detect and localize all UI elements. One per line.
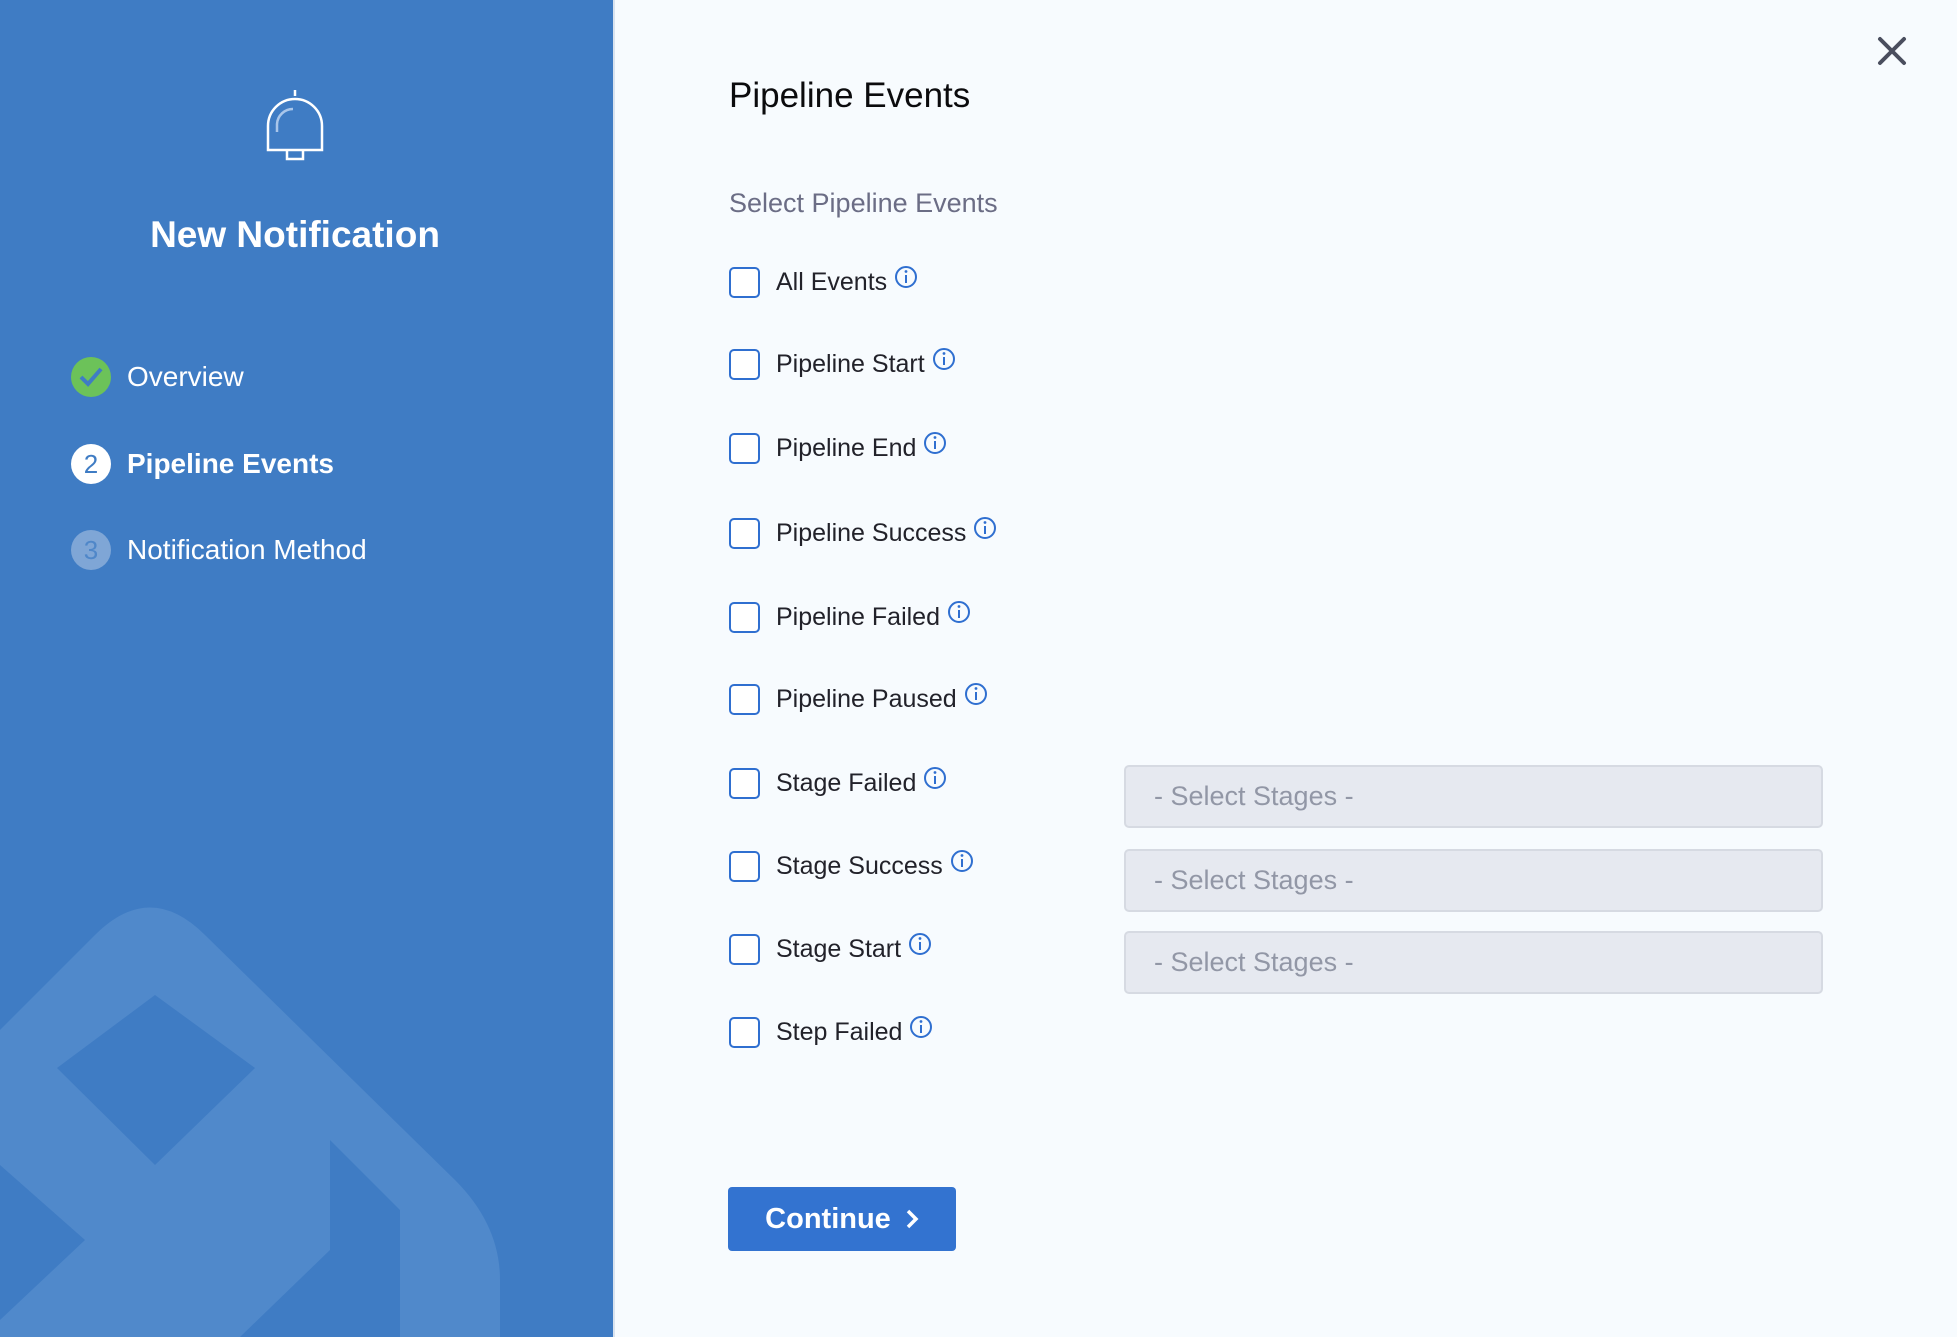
event-checkbox[interactable]	[729, 348, 760, 380]
page-title: Pipeline Events	[729, 76, 971, 115]
step-label: Overview	[127, 361, 244, 392]
event-row: Stage Start	[729, 929, 932, 969]
select-stages-dropdown[interactable]: - Select Stages -	[1124, 765, 1823, 828]
event-label[interactable]: Pipeline End	[776, 433, 917, 462]
event-row: Step Failed	[729, 1012, 933, 1052]
step-number: 3	[71, 530, 111, 570]
event-checkbox[interactable]	[729, 601, 760, 633]
close-icon[interactable]	[1874, 33, 1910, 69]
select-stages-dropdown[interactable]: - Select Stages -	[1124, 931, 1823, 994]
chevron-right-icon	[906, 1209, 919, 1229]
info-icon[interactable]	[894, 265, 918, 289]
event-checkbox[interactable]	[729, 683, 760, 715]
step-number: 2	[71, 444, 111, 484]
event-label[interactable]: Pipeline Paused	[776, 684, 957, 713]
event-row: Pipeline Success	[729, 513, 997, 553]
event-checkbox[interactable]	[729, 517, 760, 549]
info-icon[interactable]	[908, 932, 932, 956]
event-checkbox[interactable]	[729, 1016, 760, 1048]
event-label[interactable]: Stage Failed	[776, 768, 917, 797]
info-icon[interactable]	[909, 1015, 933, 1039]
event-label[interactable]: Pipeline Start	[776, 349, 925, 378]
continue-label: Continue	[765, 1202, 891, 1235]
wizard-title: New Notification	[150, 214, 440, 255]
info-icon[interactable]	[923, 431, 947, 455]
wizard-sidebar: New Notification Overview 2 Pipeline Eve…	[0, 0, 615, 1337]
event-row: Pipeline Failed	[729, 597, 971, 637]
check-circle-icon	[71, 357, 111, 397]
event-checkbox[interactable]	[729, 266, 760, 298]
info-icon[interactable]	[973, 516, 997, 540]
event-label[interactable]: Step Failed	[776, 1017, 903, 1046]
select-stages-dropdown[interactable]: - Select Stages -	[1124, 849, 1823, 912]
step-notification-method[interactable]: 3 Notification Method	[71, 530, 367, 570]
info-icon[interactable]	[932, 347, 956, 371]
event-row: Pipeline End	[729, 428, 947, 468]
event-label[interactable]: Stage Success	[776, 851, 943, 880]
event-label[interactable]: Pipeline Failed	[776, 602, 940, 631]
step-label: Pipeline Events	[127, 448, 334, 479]
info-icon[interactable]	[964, 682, 988, 706]
logo-watermark	[0, 907, 500, 1337]
info-icon[interactable]	[950, 849, 974, 873]
event-label[interactable]: Stage Start	[776, 934, 902, 963]
bell-icon	[266, 90, 324, 161]
event-label[interactable]: All Events	[776, 267, 888, 296]
event-checkbox[interactable]	[729, 767, 760, 799]
event-row: Stage Success	[729, 846, 974, 886]
step-label: Notification Method	[127, 534, 367, 565]
step-pipeline-events[interactable]: 2 Pipeline Events	[71, 444, 334, 484]
event-checkbox[interactable]	[729, 850, 760, 882]
info-icon[interactable]	[947, 600, 971, 624]
section-subtitle: Select Pipeline Events	[729, 188, 998, 218]
event-row: Stage Failed	[729, 763, 947, 803]
event-label[interactable]: Pipeline Success	[776, 518, 967, 547]
event-row: Pipeline Paused	[729, 679, 988, 719]
continue-button[interactable]: Continue	[728, 1187, 956, 1251]
event-row: Pipeline Start	[729, 344, 956, 384]
event-checkbox[interactable]	[729, 933, 760, 965]
event-checkbox[interactable]	[729, 432, 760, 464]
step-overview[interactable]: Overview	[71, 357, 244, 397]
event-row: All Events	[729, 262, 918, 302]
info-icon[interactable]	[923, 766, 947, 790]
